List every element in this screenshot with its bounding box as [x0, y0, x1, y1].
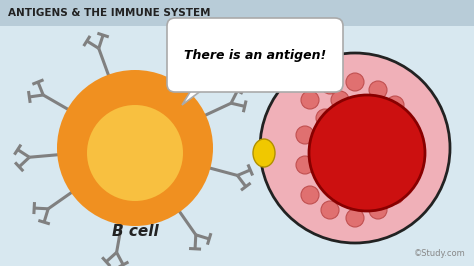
Circle shape: [386, 96, 404, 114]
Circle shape: [301, 91, 319, 109]
Circle shape: [386, 186, 404, 204]
Circle shape: [296, 156, 314, 174]
Circle shape: [331, 91, 349, 109]
Ellipse shape: [253, 139, 275, 167]
Polygon shape: [182, 84, 210, 105]
Circle shape: [346, 73, 364, 91]
FancyBboxPatch shape: [167, 18, 343, 92]
Circle shape: [309, 95, 425, 211]
Text: ©Study.com: ©Study.com: [414, 249, 466, 258]
Circle shape: [301, 186, 319, 204]
Text: B cell: B cell: [111, 225, 158, 239]
Circle shape: [391, 156, 409, 174]
Bar: [0, 0, 474, 26]
Text: There is an antigen!: There is an antigen!: [184, 48, 326, 61]
Ellipse shape: [87, 105, 183, 201]
Circle shape: [321, 76, 339, 94]
Circle shape: [260, 53, 450, 243]
Circle shape: [369, 201, 387, 219]
Circle shape: [316, 109, 334, 127]
Circle shape: [321, 201, 339, 219]
Circle shape: [369, 81, 387, 99]
Ellipse shape: [57, 70, 213, 226]
Text: ANTIGENS & THE IMMUNE SYSTEM: ANTIGENS & THE IMMUNE SYSTEM: [8, 8, 210, 18]
Circle shape: [296, 126, 314, 144]
Circle shape: [346, 209, 364, 227]
